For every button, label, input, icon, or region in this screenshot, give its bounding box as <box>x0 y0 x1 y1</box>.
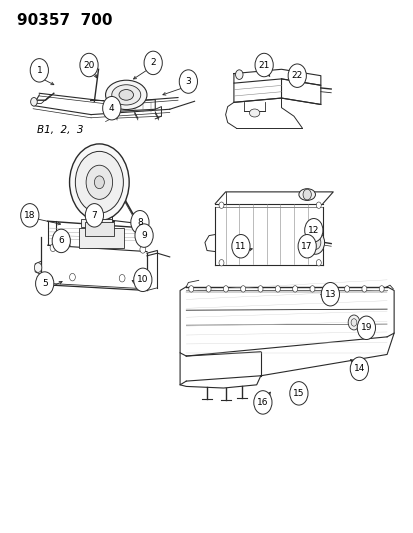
Ellipse shape <box>249 109 259 117</box>
Circle shape <box>253 391 271 414</box>
Circle shape <box>69 273 75 281</box>
Circle shape <box>31 98 37 106</box>
Bar <box>78 228 124 248</box>
Circle shape <box>344 286 349 292</box>
Text: 6: 6 <box>58 237 64 245</box>
Circle shape <box>52 229 70 253</box>
Circle shape <box>306 231 324 254</box>
Text: 22: 22 <box>291 71 302 80</box>
Text: 11: 11 <box>235 242 246 251</box>
Text: 8: 8 <box>137 218 142 227</box>
Circle shape <box>21 204 39 227</box>
Circle shape <box>102 96 121 120</box>
Ellipse shape <box>119 90 133 100</box>
Text: 3: 3 <box>185 77 191 86</box>
Circle shape <box>133 268 152 292</box>
Circle shape <box>135 224 153 247</box>
Circle shape <box>254 53 273 77</box>
Circle shape <box>289 382 307 405</box>
Circle shape <box>316 202 320 208</box>
Circle shape <box>69 144 129 221</box>
Circle shape <box>188 286 193 292</box>
Circle shape <box>235 70 242 79</box>
Circle shape <box>287 64 306 87</box>
Text: 4: 4 <box>109 104 114 112</box>
Circle shape <box>320 282 339 306</box>
Text: 9: 9 <box>141 231 147 240</box>
Circle shape <box>347 315 359 330</box>
Text: 2: 2 <box>150 59 156 67</box>
Circle shape <box>75 151 123 213</box>
Bar <box>81 219 112 227</box>
Ellipse shape <box>112 85 140 105</box>
Circle shape <box>131 211 149 234</box>
Circle shape <box>309 236 320 249</box>
Circle shape <box>302 189 311 200</box>
Circle shape <box>86 165 112 199</box>
Circle shape <box>36 272 54 295</box>
Circle shape <box>34 263 42 272</box>
Circle shape <box>292 286 297 292</box>
Ellipse shape <box>105 80 147 110</box>
Circle shape <box>85 204 103 227</box>
Text: 16: 16 <box>256 398 268 407</box>
Circle shape <box>30 59 48 82</box>
Text: 21: 21 <box>258 61 269 69</box>
Text: 10: 10 <box>137 276 148 284</box>
Text: 13: 13 <box>324 290 335 298</box>
Text: 5: 5 <box>42 279 47 288</box>
Circle shape <box>231 235 249 258</box>
Circle shape <box>349 357 368 381</box>
Circle shape <box>54 235 60 243</box>
Circle shape <box>361 286 366 292</box>
Circle shape <box>119 274 125 282</box>
Circle shape <box>350 319 356 326</box>
Bar <box>85 222 114 236</box>
Text: 12: 12 <box>307 226 319 235</box>
Circle shape <box>223 286 228 292</box>
Circle shape <box>297 235 316 258</box>
Text: 90357  700: 90357 700 <box>17 13 112 28</box>
Circle shape <box>218 260 223 266</box>
Ellipse shape <box>298 189 315 200</box>
Circle shape <box>80 53 98 77</box>
Text: 7: 7 <box>91 211 97 220</box>
Circle shape <box>144 51 162 75</box>
Text: 17: 17 <box>301 242 312 251</box>
Circle shape <box>179 70 197 93</box>
Circle shape <box>140 246 145 253</box>
Text: 1: 1 <box>36 66 42 75</box>
Circle shape <box>378 286 383 292</box>
Circle shape <box>94 176 104 189</box>
Circle shape <box>327 286 332 292</box>
Circle shape <box>218 202 223 208</box>
Circle shape <box>240 286 245 292</box>
Circle shape <box>275 286 280 292</box>
Text: 18: 18 <box>24 211 36 220</box>
Circle shape <box>309 286 314 292</box>
Text: 20: 20 <box>83 61 95 69</box>
Circle shape <box>50 244 56 252</box>
Text: B1,  2,  3: B1, 2, 3 <box>37 125 83 134</box>
Circle shape <box>316 260 320 266</box>
Text: 14: 14 <box>353 365 364 373</box>
Circle shape <box>206 286 211 292</box>
Circle shape <box>356 316 375 340</box>
Text: 15: 15 <box>292 389 304 398</box>
Text: 19: 19 <box>360 324 371 332</box>
Circle shape <box>257 286 262 292</box>
Circle shape <box>304 219 322 242</box>
